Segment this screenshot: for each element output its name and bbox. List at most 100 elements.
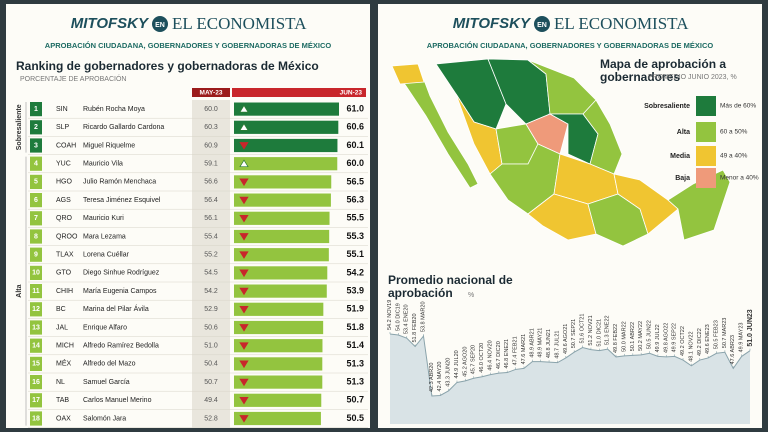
rank-box xyxy=(30,320,42,335)
governor: Mauricio Vila xyxy=(83,161,123,168)
point-date: JUL21 xyxy=(555,330,561,346)
rank: 16 xyxy=(32,379,40,386)
legend-label: Más de 60% xyxy=(720,103,756,110)
trend-up xyxy=(239,104,249,113)
may-value: 56.6 xyxy=(204,179,218,186)
may-value: 55.4 xyxy=(204,233,218,240)
jun-value: 51.9 xyxy=(346,304,364,314)
ranking-svg: MITOFSKY EN EL ECONOMISTA APROBACIÓN CIUDAD… xyxy=(6,4,370,428)
point-date: DIC21 xyxy=(597,319,603,335)
point-date: MAY21 xyxy=(538,328,544,346)
point-value: 48.9 xyxy=(530,347,536,358)
line-subtitle: % xyxy=(468,292,475,299)
point-date: DIC19 xyxy=(396,303,402,319)
trend-down xyxy=(239,196,249,205)
state: MICH xyxy=(56,343,74,350)
rank-box xyxy=(30,265,42,280)
governor: Samuel García xyxy=(83,379,130,386)
may-value: 50.7 xyxy=(204,379,218,386)
state: YUC xyxy=(56,161,71,168)
governor: Ricardo Gallardo Cardona xyxy=(83,124,164,131)
point-date: DIC20 xyxy=(496,341,502,357)
point-label: 48.1 NOV22 xyxy=(689,331,695,361)
may-value: 52.8 xyxy=(204,415,218,422)
rank-box xyxy=(30,411,42,426)
rank: 10 xyxy=(32,270,40,277)
state: MÉX xyxy=(56,359,72,368)
point-label: 46.4 NOV20 xyxy=(488,340,494,370)
point-value: 43.3 xyxy=(446,376,452,387)
rank: 13 xyxy=(32,324,40,331)
point-value: 46.4 xyxy=(488,360,494,371)
trend-down xyxy=(239,214,249,223)
line xyxy=(389,333,751,397)
point-date: SEP22 xyxy=(672,323,678,340)
state: SIN xyxy=(56,106,68,113)
rank-box xyxy=(30,247,42,262)
jun-value: 60.1 xyxy=(346,140,364,150)
point-value: 51.0 xyxy=(747,333,754,347)
header-subtitle: APROBACIÓN CIUDADANA, GOBERNADORES Y GOB… xyxy=(45,41,332,50)
point-label: 49.9 MAY23 xyxy=(739,323,745,353)
jun-value: 60.0 xyxy=(346,158,364,168)
point-date: ABR21 xyxy=(530,328,536,345)
trend-down xyxy=(239,233,249,241)
point-label: 50.7 MAR23 xyxy=(722,318,728,349)
bar xyxy=(234,357,323,371)
governor: Marina del Pilar Ávila xyxy=(83,304,149,313)
area xyxy=(390,334,750,424)
point-value: 54.0 xyxy=(396,320,402,331)
governor: Alfredo Ramírez Bedolla xyxy=(83,343,159,350)
point-label: 49.9 JUL22 xyxy=(655,324,661,352)
ranking-panel: MITOFSKY EN EL ECONOMISTA APROBACIÓN CIUDAD… xyxy=(6,4,370,428)
trend-down xyxy=(239,396,249,405)
map-svg: MITOFSKY EN EL ECONOMISTA APROBACIÓN CIUDAD… xyxy=(378,4,762,424)
header-band xyxy=(6,4,370,54)
point-label: 54.2 NOV19 xyxy=(387,300,393,330)
bar xyxy=(234,211,330,225)
rank-box xyxy=(30,102,42,117)
legend-swatch xyxy=(696,168,716,188)
jun-value: 60.6 xyxy=(346,122,364,132)
may-value: 54.2 xyxy=(204,288,218,295)
bar xyxy=(234,393,322,407)
state: BC xyxy=(56,306,66,313)
bar xyxy=(234,284,327,298)
point-date: MAR23 xyxy=(722,318,728,336)
legend-swatch xyxy=(696,96,716,116)
state: HGO xyxy=(56,179,73,186)
line-title: Promedio nacional de aprobación xyxy=(388,273,513,300)
point-value: 49.9 xyxy=(655,342,661,353)
rank: 4 xyxy=(34,161,38,168)
point-value: 44.9 xyxy=(454,368,460,379)
state: SLP xyxy=(56,124,70,131)
point-value: 48.9 xyxy=(538,347,544,358)
trend-up xyxy=(239,159,249,168)
point-value: 51.3 xyxy=(605,334,611,345)
rank-box xyxy=(30,356,42,371)
jun-value: 55.3 xyxy=(346,231,364,241)
rank-box xyxy=(30,156,42,171)
point-label: 47.6 ABR23 xyxy=(731,335,737,364)
point-label: 45.7 SEP20 xyxy=(471,345,477,374)
point-date: ABR23 xyxy=(731,335,737,352)
jun-value: 50.7 xyxy=(346,395,364,405)
col-header-label: JUN-23 xyxy=(340,90,363,97)
may-value: 56.1 xyxy=(204,215,218,222)
point-label: 42.4 MAY20 xyxy=(438,362,444,392)
map-region xyxy=(391,63,479,189)
trend-down xyxy=(239,305,249,314)
point-label: 43.3 JUN20 xyxy=(446,358,452,387)
governor: Julio Ramón Menchaca xyxy=(83,179,156,186)
point-date: JUN21 xyxy=(547,329,553,346)
bar xyxy=(234,375,323,389)
point-date: AGO22 xyxy=(664,323,670,341)
may-value: 54.5 xyxy=(204,270,218,277)
jun-value: 56.3 xyxy=(346,194,364,204)
rank-box xyxy=(30,211,42,226)
point-label: 51.8 FEB20 xyxy=(413,313,419,342)
col-header xyxy=(192,88,230,97)
rank-box xyxy=(30,284,42,299)
ranking-subtitle: PORCENTAJE DE APROBACIÓN xyxy=(20,76,127,83)
governor: Miguel Riquelme xyxy=(83,142,135,149)
